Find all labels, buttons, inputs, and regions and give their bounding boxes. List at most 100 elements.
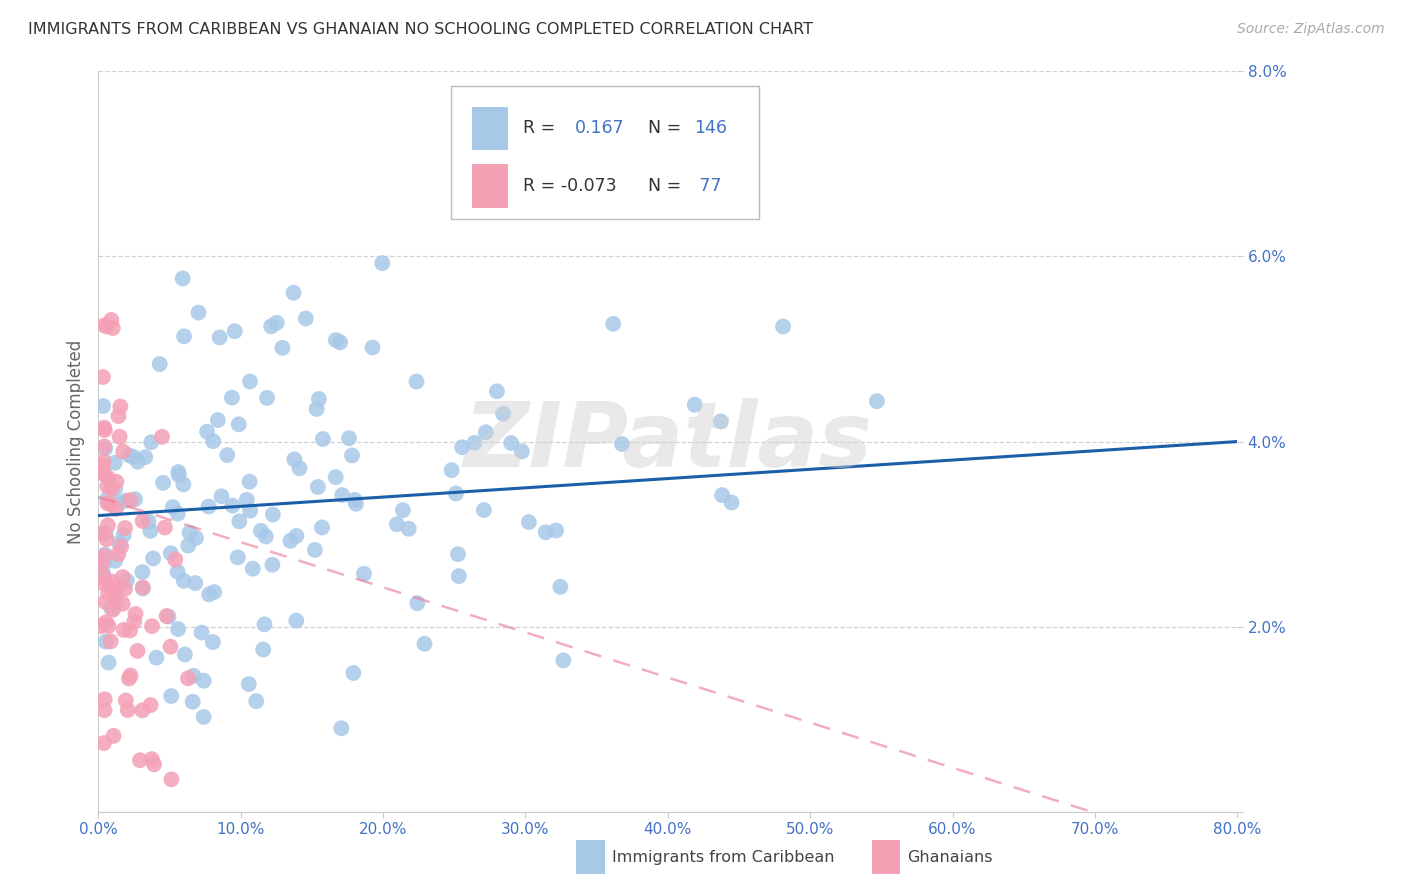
Point: [183, 669, 205, 683]
Point: [131, 514, 153, 528]
Text: 0.167: 0.167: [575, 120, 624, 137]
Point: [285, 614, 308, 628]
Point: [100, 497, 122, 511]
Point: [510, 444, 533, 458]
Point: [97, 471, 120, 485]
Point: [94, 595, 117, 609]
Point: [127, 644, 149, 658]
Point: [91, 566, 114, 581]
Point: [110, 400, 132, 414]
Point: [105, 595, 128, 609]
Point: [165, 552, 187, 566]
Point: [602, 317, 624, 331]
Point: [413, 637, 436, 651]
Point: [104, 554, 127, 568]
Text: N =: N =: [648, 178, 682, 195]
Text: N =: N =: [648, 120, 682, 137]
Point: [94, 615, 117, 630]
Point: [167, 465, 190, 479]
Point: [152, 475, 174, 490]
Point: [122, 450, 145, 464]
Point: [132, 582, 155, 596]
Point: [98, 579, 121, 593]
Point: [252, 642, 274, 657]
Point: [221, 499, 243, 513]
Point: [107, 580, 129, 594]
Text: 77: 77: [695, 178, 721, 195]
Point: [340, 449, 363, 463]
Point: [198, 587, 221, 601]
Point: [221, 391, 243, 405]
Point: [100, 482, 122, 496]
Point: [179, 525, 201, 540]
Point: [166, 507, 188, 521]
Point: [239, 375, 262, 389]
Point: [181, 695, 204, 709]
Point: [115, 574, 138, 588]
Point: [242, 562, 264, 576]
Point: [91, 370, 114, 384]
Point: [285, 529, 308, 543]
Text: IMMIGRANTS FROM CARIBBEAN VS GHANAIAN NO SCHOOLING COMPLETED CORRELATION CHART: IMMIGRANTS FROM CARIBBEAN VS GHANAIAN NO…: [28, 22, 813, 37]
Point: [710, 414, 733, 428]
Point: [342, 665, 364, 680]
Point: [96, 496, 118, 510]
Point: [517, 515, 540, 529]
Point: [104, 502, 127, 516]
Point: [294, 311, 316, 326]
Point: [124, 607, 146, 621]
Point: [772, 319, 794, 334]
FancyBboxPatch shape: [472, 164, 509, 208]
Point: [91, 526, 114, 541]
Point: [127, 455, 149, 469]
Point: [239, 475, 262, 489]
Point: [250, 524, 273, 538]
Point: [177, 539, 200, 553]
Point: [172, 271, 194, 285]
Point: [91, 569, 114, 583]
Point: [91, 399, 114, 413]
Point: [155, 609, 177, 624]
Point: [172, 477, 194, 491]
Point: [262, 508, 284, 522]
Point: [398, 522, 420, 536]
Point: [271, 341, 294, 355]
Point: [501, 436, 523, 450]
Point: [153, 520, 176, 534]
Point: [104, 587, 127, 601]
Point: [112, 444, 135, 458]
Point: [245, 694, 267, 708]
Point: [160, 689, 183, 703]
Point: [149, 357, 172, 371]
Point: [217, 448, 239, 462]
Point: [122, 615, 145, 629]
Point: [447, 547, 470, 561]
Point: [97, 656, 120, 670]
Point: [440, 463, 463, 477]
Point: [344, 497, 367, 511]
Point: [104, 456, 127, 470]
Point: [173, 574, 195, 588]
Point: [139, 698, 162, 712]
FancyBboxPatch shape: [472, 106, 509, 150]
Point: [101, 602, 124, 616]
Point: [91, 458, 114, 472]
Point: [353, 566, 375, 581]
Point: [236, 492, 259, 507]
Point: [361, 341, 384, 355]
Point: [96, 319, 118, 334]
Point: [94, 526, 117, 541]
Point: [93, 703, 115, 717]
Point: [114, 693, 136, 707]
Point: [145, 650, 167, 665]
Point: [93, 420, 115, 434]
Point: [385, 517, 408, 532]
Point: [131, 703, 153, 717]
Point: [406, 596, 429, 610]
Point: [141, 435, 163, 450]
Point: [451, 440, 474, 454]
Point: [167, 468, 190, 483]
Point: [202, 585, 225, 599]
Point: [283, 452, 305, 467]
Point: [312, 432, 335, 446]
